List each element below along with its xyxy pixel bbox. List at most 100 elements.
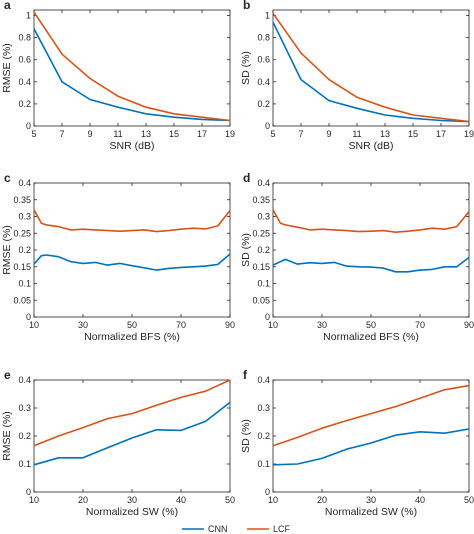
- x-tick-label: 15: [408, 129, 418, 139]
- legend-label-cnn: CNN: [208, 524, 228, 534]
- y-axis-label: RMSE (%): [1, 225, 13, 275]
- y-tick-label: 0.05: [13, 295, 31, 305]
- y-axis-label: RMSE (%): [1, 43, 13, 93]
- y-tick-label: 0.35: [252, 195, 270, 205]
- y-tick-label: 0.8: [257, 33, 270, 43]
- y-tick-label: 1: [26, 11, 31, 21]
- y-tick-label: 0.6: [18, 55, 31, 65]
- x-tick-label: 5: [270, 129, 275, 139]
- x-tick-label: 11: [113, 129, 122, 139]
- x-tick-label: 30: [127, 495, 137, 505]
- series-line-cnn: [33, 401, 231, 466]
- y-tick-label: 0.4: [18, 178, 31, 188]
- x-tick-label: 15: [169, 129, 179, 139]
- y-tick-label: 0.15: [252, 262, 270, 272]
- plot-area-frame: [33, 379, 231, 493]
- legend: CNN LCF: [182, 524, 291, 534]
- x-tick-label: 90: [464, 320, 474, 330]
- x-tick-label: 70: [176, 320, 186, 330]
- x-tick-label: 19: [464, 129, 474, 139]
- x-tick-label: 17: [436, 129, 446, 139]
- x-tick-label: 30: [366, 495, 376, 505]
- series-line-cnn: [272, 21, 470, 123]
- series-line-cnn: [272, 428, 470, 466]
- y-tick-label: 0.3: [18, 403, 31, 413]
- y-tick-label: 0: [265, 312, 270, 322]
- x-axis-label: Normalized BFS (%): [323, 331, 419, 343]
- plot-area-frame: [272, 182, 470, 318]
- x-axis-label: SNR (dB): [349, 140, 394, 152]
- x-tick-label: 10: [29, 320, 39, 330]
- y-tick-label: 0.2: [18, 431, 31, 441]
- plot-area-frame: [33, 182, 231, 318]
- panel-b: 5 7 9 11 13 15 17 19 0 0.2 0.4 0.6 0.8 1 SNR (dB) SD (%…: [240, 0, 474, 152]
- y-tick-label: 0: [265, 487, 270, 497]
- x-tick-label: 90: [225, 320, 235, 330]
- panel-letter: f: [243, 368, 248, 382]
- x-tick-label: 30: [317, 320, 327, 330]
- x-axis-label: Normalized SW (%): [86, 506, 178, 518]
- y-tick-label: 0.15: [13, 262, 31, 272]
- series-line-lcf: [33, 379, 231, 447]
- y-axis-label: SD (%): [240, 419, 252, 453]
- y-tick-label: 0.1: [18, 459, 31, 469]
- x-tick-label: 13: [141, 129, 151, 139]
- panel-letter: b: [243, 0, 250, 12]
- y-tick-label: 0: [265, 121, 270, 131]
- x-tick-label: 10: [268, 495, 278, 505]
- panel-c: 10 30 50 70 90 0 0.05 0.1 0.15 0.2 0.25 0.3 0.35 0.4 N…: [1, 171, 235, 343]
- y-tick-label: 0.1: [257, 279, 270, 289]
- x-tick-label: 7: [298, 129, 303, 139]
- x-tick-label: 50: [127, 320, 137, 330]
- x-tick-label: 9: [326, 129, 331, 139]
- y-tick-label: 0.4: [257, 77, 270, 87]
- series-line-lcf: [272, 384, 470, 447]
- x-tick-label: 5: [31, 129, 36, 139]
- x-tick-label: 19: [225, 129, 235, 139]
- x-tick-label: 70: [415, 320, 425, 330]
- x-axis-label: Normalized BFS (%): [84, 331, 180, 343]
- y-tick-label: 0.05: [252, 295, 270, 305]
- series-line-cnn: [272, 256, 470, 273]
- y-tick-label: 0: [26, 121, 31, 131]
- series-line-cnn: [33, 253, 231, 271]
- y-tick-label: 0.4: [18, 77, 31, 87]
- y-tick-label: 0.2: [18, 99, 31, 109]
- y-tick-label: 0.3: [18, 212, 31, 222]
- y-tick-label: 0.2: [257, 431, 270, 441]
- y-tick-label: 0: [26, 487, 31, 497]
- y-tick-label: 0.1: [257, 459, 270, 469]
- y-axis-label: RMSE (%): [1, 411, 13, 461]
- y-tick-label: 0.2: [257, 99, 270, 109]
- x-tick-label: 7: [59, 129, 64, 139]
- x-tick-label: 9: [87, 129, 92, 139]
- panel-letter: e: [4, 368, 11, 382]
- x-tick-label: 40: [176, 495, 186, 505]
- panel-letter: c: [4, 171, 11, 185]
- x-tick-label: 20: [317, 495, 327, 505]
- y-tick-label: 0.1: [18, 279, 31, 289]
- y-axis-label: SD (%): [240, 51, 252, 85]
- x-tick-label: 11: [352, 129, 361, 139]
- panel-letter: a: [4, 0, 11, 12]
- y-tick-label: 0.4: [257, 375, 270, 385]
- y-tick-label: 0.3: [257, 403, 270, 413]
- x-tick-label: 50: [464, 495, 474, 505]
- panel-a: 5 7 9 11 13 15 17 19 0 0.2 0.4 0.6 0.8 1 SNR (dB) RMSE …: [1, 0, 235, 152]
- plot-area-frame: [272, 9, 470, 127]
- x-tick-label: 20: [78, 495, 88, 505]
- series-line-lcf: [272, 12, 470, 123]
- x-tick-label: 10: [268, 320, 278, 330]
- x-tick-label: 10: [29, 495, 39, 505]
- x-tick-label: 50: [225, 495, 235, 505]
- y-tick-label: 0.3: [257, 212, 270, 222]
- series-line-lcf: [272, 209, 470, 233]
- y-tick-label: 0.2: [257, 245, 270, 255]
- y-axis-label: SD (%): [240, 233, 252, 267]
- legend-label-lcf: LCF: [273, 524, 291, 534]
- x-tick-label: 40: [415, 495, 425, 505]
- panel-letter: d: [243, 171, 250, 185]
- x-tick-label: 30: [78, 320, 88, 330]
- y-tick-label: 0.4: [18, 375, 31, 385]
